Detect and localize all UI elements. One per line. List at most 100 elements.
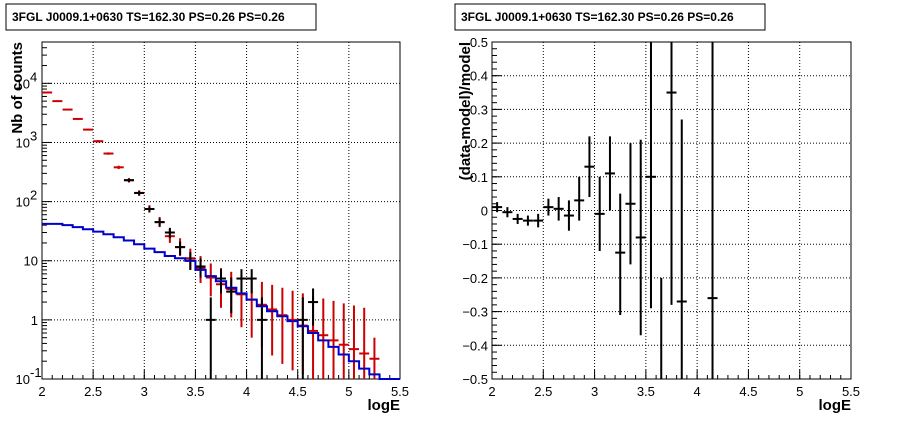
model-point <box>93 140 104 143</box>
data-point <box>134 190 145 196</box>
model-point <box>205 263 216 297</box>
x-tick-label: 4.5 <box>739 384 757 399</box>
y-tick-exponent: 4 <box>30 69 37 84</box>
residual-ticks: 2 2.5 3 3.5 4 4.5 5 5.5 −0.5 −0.4 −0.3 −0.2 −0.1 0 0.1… <box>462 35 860 399</box>
data-point <box>308 288 319 326</box>
y-tick-label: 0.1 <box>470 170 488 185</box>
residual-pad: 3FGL J0009.1+0630 TS=162.30 PS=0.26 PS=0… <box>454 3 860 414</box>
model-point <box>52 100 63 103</box>
residual-point <box>502 207 513 218</box>
y-tick-label: 0.2 <box>470 136 488 151</box>
x-tick-label: 3 <box>591 384 598 399</box>
x-tick-label: 5.5 <box>842 384 860 399</box>
residual-point <box>604 136 615 211</box>
model-point <box>287 290 298 371</box>
counts-title: 3FGL J0009.1+0630 TS=162.30 PS=0.26 PS=0… <box>12 10 285 24</box>
x-tick-label: 2.5 <box>534 384 552 399</box>
y-tick-label: 1 <box>31 313 38 328</box>
y-tick-label: −0.4 <box>462 338 488 353</box>
model-point <box>113 165 124 170</box>
y-tick-exponent: -1 <box>30 365 42 380</box>
x-tick-label: 5 <box>345 384 352 399</box>
residual-point <box>584 136 595 198</box>
model-point <box>277 287 288 364</box>
y-tick-label: 0.3 <box>470 102 488 117</box>
data-point <box>175 241 186 256</box>
counts-title-box <box>5 3 317 31</box>
counts-pad: 3FGL J0009.1+0630 TS=162.30 PS=0.26 PS=0… <box>5 3 409 414</box>
model-point <box>83 128 94 131</box>
y-tick-label: −0.3 <box>462 305 488 320</box>
data-point <box>246 269 257 294</box>
x-tick-label: 3 <box>141 384 148 399</box>
residual-point <box>615 193 626 315</box>
data-point <box>154 218 165 227</box>
data-point <box>297 297 308 379</box>
residual-point <box>563 200 574 231</box>
data-point <box>205 297 216 379</box>
y-tick-label: −0.2 <box>462 271 488 286</box>
model-point <box>62 108 73 111</box>
x-tick-label: 3.5 <box>186 384 204 399</box>
residual-point <box>512 213 523 224</box>
x-tick-label: 4 <box>243 384 250 399</box>
x-tick-label: 2.5 <box>84 384 102 399</box>
x-tick-label: 2 <box>488 384 495 399</box>
residual-point <box>543 198 554 216</box>
model-point <box>103 152 114 155</box>
model-point <box>369 337 380 379</box>
residual-point <box>676 119 687 379</box>
counts-ylabel: Nb of counts <box>9 42 26 134</box>
x-tick-label: 5 <box>796 384 803 399</box>
model-point <box>267 284 278 356</box>
data-point <box>144 206 155 212</box>
y-tick-label: −0.5 <box>462 372 488 387</box>
residual-point <box>522 215 533 226</box>
y-tick-label: 10 <box>16 372 30 387</box>
residual-title-box <box>454 3 766 31</box>
residual-point <box>666 42 677 305</box>
residual-data <box>492 42 718 379</box>
x-tick-label: 5.5 <box>391 384 409 399</box>
residual-grid <box>492 42 851 379</box>
residual-point <box>492 202 503 213</box>
residual-point <box>533 213 544 228</box>
y-tick-label: 0.5 <box>470 35 488 50</box>
residual-point <box>594 176 605 251</box>
model-point <box>328 300 339 379</box>
model-point <box>72 117 83 120</box>
residual-xlabel: logE <box>819 397 852 414</box>
y-tick-exponent: 2 <box>30 188 37 203</box>
data-point <box>195 258 206 278</box>
x-tick-label: 2 <box>38 384 45 399</box>
counts-grid <box>42 42 400 379</box>
residual-title: 3FGL J0009.1+0630 TS=162.30 PS=0.26 PS=0… <box>461 10 734 24</box>
y-tick-label: 10 <box>16 135 30 150</box>
y-tick-label: −0.1 <box>462 237 488 252</box>
model-point <box>348 305 359 379</box>
model-point <box>318 298 329 379</box>
y-tick-label: 10 <box>16 76 30 91</box>
residual-point <box>707 42 718 379</box>
data-point <box>226 277 237 314</box>
y-tick-label: 0 <box>481 204 488 219</box>
model-point <box>338 303 349 379</box>
y-tick-label: 0.4 <box>470 69 488 84</box>
residual-point <box>645 42 656 309</box>
model-step-line <box>42 222 400 380</box>
residual-point <box>574 176 585 221</box>
residual-ylabel: (data-model)/model <box>457 42 474 180</box>
y-tick-exponent: 3 <box>30 128 37 143</box>
residual-point <box>635 139 646 336</box>
residual-point <box>625 143 636 265</box>
model-point <box>359 307 370 379</box>
counts-data <box>42 91 400 380</box>
x-tick-label: 4.5 <box>289 384 307 399</box>
y-tick-label: 10 <box>16 195 30 210</box>
x-tick-label: 4 <box>694 384 701 399</box>
data-point <box>236 269 247 294</box>
data-point <box>123 178 134 182</box>
y-tick-label: 10 <box>24 254 38 269</box>
data-point <box>164 227 175 239</box>
